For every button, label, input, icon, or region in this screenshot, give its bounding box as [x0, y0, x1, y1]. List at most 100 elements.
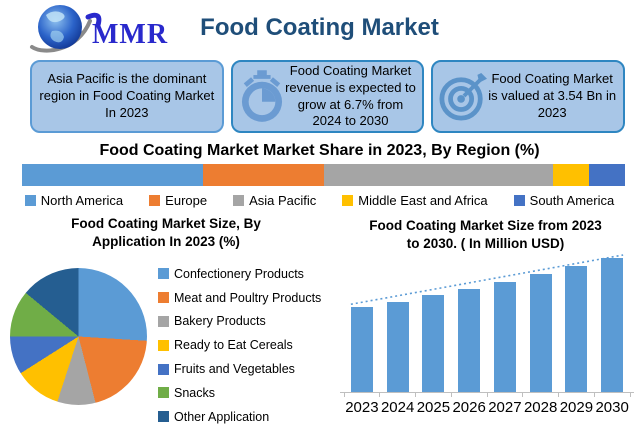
- highlight-cards: Asia Pacific is the dominant region in F…: [0, 58, 639, 133]
- bar-slot-2030: [594, 251, 630, 393]
- bar-slot-2028: [523, 251, 559, 393]
- bar-2023: [350, 307, 373, 393]
- legend-label: North America: [40, 193, 124, 208]
- pie-chart-title: Food Coating Market Size, By Application…: [71, 216, 261, 250]
- legend-swatch: [158, 339, 169, 351]
- mmr-logo: MMR: [30, 5, 168, 53]
- legend-swatch: [24, 195, 36, 206]
- legend-swatch: [158, 315, 169, 327]
- logo-text: MMR: [92, 19, 168, 50]
- legend-item-europe: Europe: [149, 192, 207, 209]
- legend-item-other-application: Other Application: [158, 405, 321, 429]
- x-label-2030: 2030: [595, 399, 629, 416]
- legend-item-asia-pacific: Asia Pacific: [233, 192, 316, 209]
- legend-swatch: [158, 387, 169, 399]
- axis-tick: [415, 393, 416, 397]
- legend-label: Meat and Poultry Products: [174, 290, 322, 305]
- axis-tick: [629, 393, 631, 397]
- legend-item-meat-and-poultry-products: Meat and Poultry Products: [158, 286, 321, 310]
- axis-tick: [593, 393, 595, 397]
- region-chart-title: Food Coating Market Market Share in 2023…: [99, 142, 540, 159]
- legend-item-bakery-products: Bakery Products: [158, 310, 321, 334]
- application-pie-chart: [10, 268, 147, 405]
- forecast-x-axis: 2023 2024 2025 2026 2027 2028 2029 2030: [344, 399, 630, 416]
- bar-2028: [529, 274, 552, 393]
- bar-slot-2029: [559, 251, 595, 393]
- legend-item-snacks: Snacks: [158, 381, 321, 405]
- stopwatch-icon: [239, 69, 285, 124]
- region-segment-south-america: [588, 164, 626, 186]
- axis-tick: [379, 393, 381, 397]
- region-share-stacked-bar: [22, 164, 626, 186]
- bar-2025: [422, 295, 445, 393]
- bar-chart-title: Food Coating Market Size from 2023 to 20…: [369, 218, 602, 252]
- bar-slot-2023: [344, 251, 380, 393]
- application-pie-panel: Food Coating Market Size, By Application…: [0, 209, 332, 424]
- legend-label: South America: [529, 193, 615, 208]
- legend-label: Other Application: [174, 409, 270, 424]
- x-axis-line: [340, 392, 634, 393]
- legend-item-north-america: North America: [24, 192, 124, 209]
- legend-label: Fruits and Vegetables: [174, 362, 295, 377]
- legend-label: Asia Pacific: [249, 193, 317, 208]
- header: MMR Food Coating Market: [0, 0, 639, 58]
- legend-label: Confectionery Products: [174, 266, 304, 281]
- legend-item-ready-to-eat-cereals: Ready to Eat Cereals: [158, 333, 321, 357]
- bar-slot-2025: [416, 251, 452, 393]
- region-segment-middle-east-and-africa: [552, 164, 589, 186]
- x-label-2025: 2025: [416, 399, 451, 416]
- forecast-bar-panel: Food Coating Market Size from 2023 to 20…: [332, 209, 639, 421]
- x-label-2026: 2026: [452, 399, 486, 416]
- bar-2030: [601, 258, 624, 393]
- highlight-card-value: Food Coating Market is valued at 3.54 Bn…: [431, 60, 626, 133]
- axis-tick: [558, 393, 559, 397]
- legend-label: Europe: [165, 193, 208, 208]
- highlight-card-growth: Food Coating Market revenue is expected …: [230, 60, 425, 133]
- forecast-bars: [344, 251, 630, 393]
- legend-item-south-america: South America: [513, 192, 615, 209]
- legend-swatch: [233, 195, 245, 206]
- legend-swatch: [158, 268, 169, 280]
- x-label-2028: 2028: [523, 399, 558, 416]
- bar-2024: [386, 301, 409, 393]
- page-title: Food Coating Market: [200, 14, 439, 41]
- legend-swatch: [342, 195, 354, 206]
- legend-swatch: [158, 411, 169, 423]
- x-label-2023: 2023: [345, 399, 379, 416]
- bar-slot-2027: [487, 251, 523, 393]
- legend-item-middle-east-and-africa: Middle East and Africa: [342, 192, 488, 209]
- legend-swatch: [513, 195, 525, 206]
- highlight-text: Food Coating Market is valued at 3.54 Bn…: [488, 71, 617, 120]
- legend-label: Middle East and Africa: [358, 193, 488, 208]
- bar-slot-2026: [451, 251, 487, 393]
- region-segment-europe: [202, 164, 324, 186]
- highlight-text: Food Coating Market revenue is expected …: [285, 62, 416, 129]
- bar-2029: [565, 266, 588, 393]
- globe-icon: [30, 5, 102, 53]
- region-segment-asia-pacific: [323, 164, 553, 186]
- application-pie-legend: Confectionery Products Meat and Poultry P…: [158, 262, 321, 429]
- charts-row: Food Coating Market Size, By Application…: [0, 209, 639, 424]
- x-label-2024: 2024: [380, 399, 415, 416]
- axis-tick: [450, 393, 452, 397]
- highlight-card-region: Asia Pacific is the dominant region in F…: [30, 60, 224, 133]
- legend-swatch: [149, 195, 161, 206]
- highlight-text: Asia Pacific is the dominant region in F…: [39, 71, 215, 120]
- legend-swatch: [158, 292, 169, 304]
- target-icon: [439, 72, 488, 121]
- x-label-2029: 2029: [559, 399, 594, 416]
- bar-slot-2024: [380, 251, 416, 393]
- axis-tick: [486, 393, 488, 397]
- axis-tick: [522, 393, 524, 397]
- axis-tick: [343, 393, 345, 397]
- legend-label: Snacks: [174, 385, 215, 400]
- legend-label: Bakery Products: [174, 314, 266, 329]
- region-legend: North America Europe Asia Pacific Middle Ea…: [0, 192, 639, 209]
- x-label-2027: 2027: [488, 399, 522, 416]
- forecast-bar-chart: [340, 251, 634, 397]
- legend-item-confectionery-products: Confectionery Products: [158, 262, 321, 286]
- legend-item-fruits-and-vegetables: Fruits and Vegetables: [158, 357, 321, 381]
- legend-label: Ready to Eat Cereals: [174, 338, 293, 353]
- bar-2027: [493, 281, 516, 393]
